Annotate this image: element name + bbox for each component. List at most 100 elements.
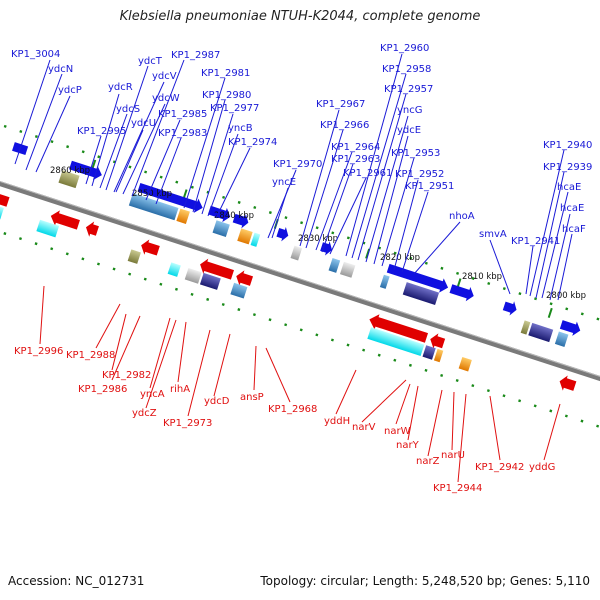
feature-block[interactable]: [212, 220, 230, 237]
forward-gene-arrow[interactable]: [502, 299, 519, 317]
feature-block[interactable]: [458, 356, 472, 372]
gene-label[interactable]: KP1_2983: [158, 128, 207, 139]
gene-label[interactable]: yncG: [397, 105, 423, 116]
feature-block[interactable]: [402, 282, 440, 305]
gene-label[interactable]: KP1_2957: [384, 84, 433, 95]
gene-label[interactable]: KP1_2966: [320, 120, 369, 131]
feature-block[interactable]: [433, 348, 444, 363]
gene-label[interactable]: narY: [396, 440, 420, 451]
feature-block[interactable]: [230, 282, 248, 299]
feature-block[interactable]: [36, 219, 60, 238]
gene-label[interactable]: KP1_2988: [66, 350, 115, 361]
gene-label[interactable]: narU: [441, 450, 465, 461]
feature-block[interactable]: [554, 331, 569, 348]
gene-label[interactable]: ydcR: [108, 82, 133, 93]
reverse-gene-arrow[interactable]: [198, 257, 235, 283]
gene-label[interactable]: ydcS: [116, 104, 140, 115]
feature-block[interactable]: [167, 262, 181, 277]
feature-block[interactable]: [176, 208, 190, 225]
gene-block[interactable]: [0, 193, 10, 207]
gene-label[interactable]: KP1_2961: [343, 168, 392, 179]
gene-label[interactable]: KP1_2977: [210, 103, 259, 114]
gene-label[interactable]: ydcD: [204, 396, 230, 407]
gene-label[interactable]: KP1_2944: [433, 483, 482, 494]
gene-label[interactable]: ydcT: [138, 56, 163, 67]
gene-label[interactable]: rihA: [170, 384, 190, 395]
reverse-gene-arrow[interactable]: [48, 208, 81, 232]
gene-label[interactable]: KP1_2980: [202, 90, 251, 101]
gene-label[interactable]: ydcP: [58, 85, 82, 96]
gene-label[interactable]: KP1_2967: [316, 99, 365, 110]
gene-label[interactable]: ydcZ: [132, 408, 157, 419]
forward-gene-arrow[interactable]: [137, 180, 205, 215]
gene-label[interactable]: KP1_2982: [102, 370, 151, 381]
gene-label[interactable]: KP1_2974: [228, 137, 277, 148]
forward-gene-arrow[interactable]: [449, 281, 476, 303]
gene-label[interactable]: KP1_2987: [171, 50, 220, 61]
gene-label[interactable]: KP1_2985: [158, 109, 207, 120]
reverse-gene-arrow[interactable]: [234, 269, 254, 289]
forward-gene-arrow[interactable]: [207, 203, 233, 224]
feature-block[interactable]: [328, 258, 341, 273]
feature-block[interactable]: [58, 170, 80, 189]
gene-label[interactable]: KP1_2940: [543, 140, 592, 151]
feature-block[interactable]: [127, 249, 141, 264]
gene-label[interactable]: hcaE: [560, 203, 584, 214]
gene-label[interactable]: narV: [352, 422, 376, 433]
gene-label[interactable]: KP1_2939: [543, 162, 592, 173]
gene-label[interactable]: narZ: [416, 456, 440, 467]
gene-label[interactable]: ansP: [240, 392, 264, 403]
forward-gene-arrow[interactable]: [319, 239, 334, 257]
gene-label[interactable]: KP1_2996: [14, 346, 63, 357]
feature-block[interactable]: [520, 320, 531, 335]
gene-label[interactable]: narW: [384, 426, 411, 437]
gene-label[interactable]: KP1_2951: [405, 181, 454, 192]
feature-block[interactable]: [339, 261, 356, 278]
forward-gene-arrow[interactable]: [232, 211, 251, 230]
gene-label[interactable]: KP1_2981: [201, 68, 250, 79]
reverse-gene-arrow[interactable]: [428, 332, 446, 352]
gene-label[interactable]: KP1_2963: [331, 154, 380, 165]
gene-label[interactable]: KP1_2953: [391, 148, 440, 159]
gene-label[interactable]: yddG: [529, 462, 555, 473]
gene-label[interactable]: KP1_2958: [382, 64, 431, 75]
gene-label[interactable]: KP1_2960: [380, 43, 429, 54]
feature-block[interactable]: [184, 267, 202, 284]
gene-label[interactable]: yncE: [272, 177, 296, 188]
gene-label[interactable]: KP1_2964: [331, 142, 380, 153]
gene-label[interactable]: nhoA: [449, 211, 475, 222]
feature-block[interactable]: [250, 232, 261, 247]
reverse-gene-arrow[interactable]: [139, 238, 161, 259]
gene-label[interactable]: hcaF: [562, 224, 586, 235]
gene-label[interactable]: KP1_2986: [78, 384, 127, 395]
gene-label[interactable]: smvA: [479, 229, 507, 240]
forward-gene-arrow[interactable]: [68, 158, 104, 182]
gene-label[interactable]: KP1_2968: [268, 404, 317, 415]
gene-label[interactable]: KP1_2973: [163, 418, 212, 429]
gene-label[interactable]: ydcE: [397, 125, 421, 136]
gene-label[interactable]: ydcU: [131, 118, 156, 129]
gene-label[interactable]: ydcN: [48, 64, 73, 75]
gene-label[interactable]: yncB: [228, 123, 253, 134]
gene-label[interactable]: KP1_2941: [511, 236, 560, 247]
gene-label[interactable]: yncA: [140, 389, 165, 400]
feature-block[interactable]: [528, 322, 554, 343]
gene-label[interactable]: KP1_2942: [475, 462, 524, 473]
gene-label[interactable]: KP1_3004: [11, 49, 60, 60]
reverse-gene-arrow[interactable]: [367, 312, 429, 346]
gene-label[interactable]: ydcW: [152, 93, 180, 104]
feature-block[interactable]: [237, 228, 253, 245]
feature-block[interactable]: [0, 204, 4, 220]
feature-block[interactable]: [199, 272, 221, 290]
feature-block[interactable]: [379, 274, 390, 289]
gene-label[interactable]: KP1_2970: [273, 159, 322, 170]
gene-label[interactable]: yddH: [324, 416, 350, 427]
gene-label[interactable]: KP1_2995: [77, 126, 126, 137]
feature-block[interactable]: [367, 327, 425, 357]
gene-label[interactable]: hcaE: [557, 182, 581, 193]
feature-block[interactable]: [422, 345, 436, 360]
gene-label[interactable]: KP1_2952: [395, 169, 444, 180]
reverse-gene-arrow[interactable]: [84, 220, 100, 239]
forward-gene-arrow[interactable]: [559, 317, 583, 337]
forward-gene-arrow[interactable]: [276, 225, 291, 243]
